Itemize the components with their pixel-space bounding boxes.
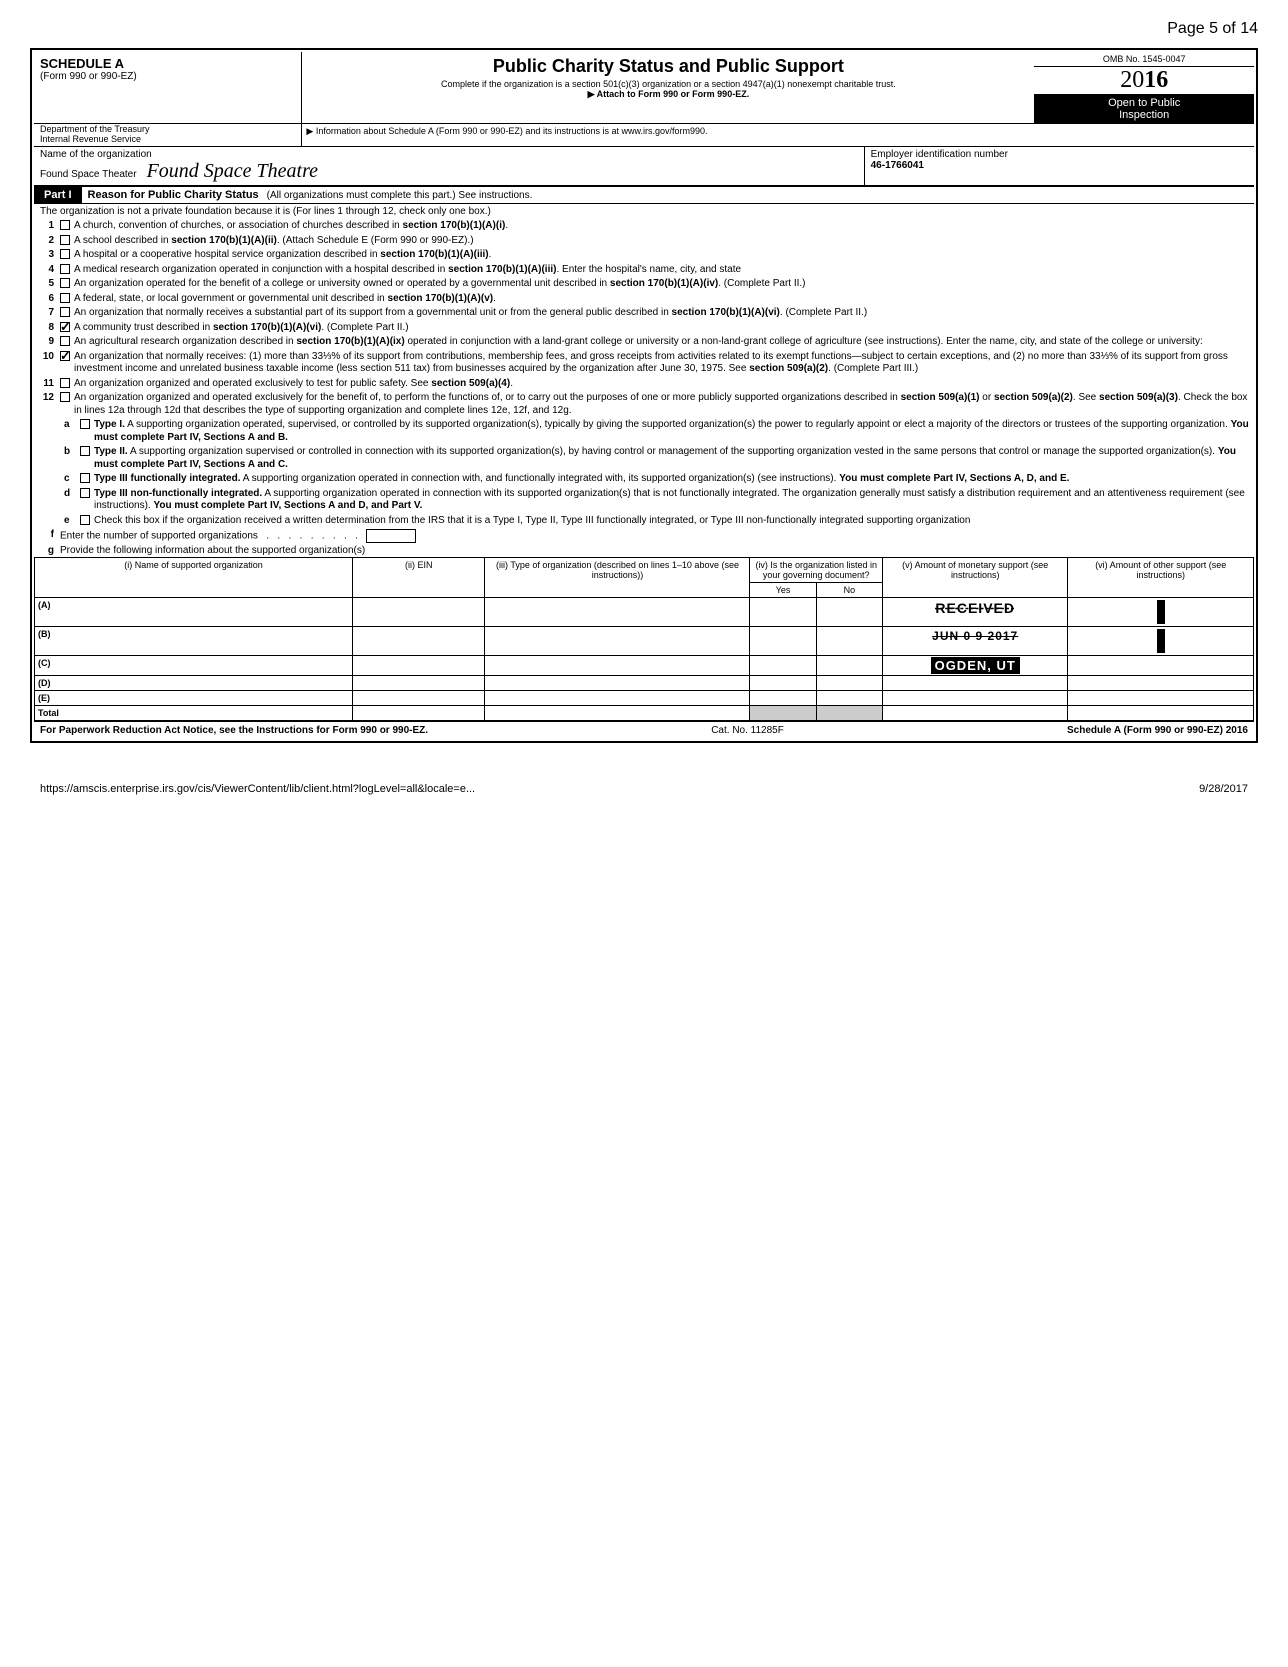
col-iv-header: (iv) Is the organization listed in your …: [750, 558, 882, 583]
supported-count-box[interactable]: [366, 529, 416, 543]
footer-date: 9/28/2017: [1199, 783, 1248, 795]
line-8: 8A community trust described in section …: [40, 321, 1248, 336]
schedule-label: SCHEDULE A: [40, 56, 295, 71]
year-prefix: 20: [1120, 67, 1144, 93]
table-row: (D): [35, 676, 1254, 691]
ein-value: 46-1766041: [871, 160, 1248, 171]
line-g-num: g: [40, 545, 60, 556]
checkbox-subline-c[interactable]: [80, 473, 90, 483]
checkbox-line-4[interactable]: [60, 264, 70, 274]
irs-label: Internal Revenue Service: [40, 134, 295, 144]
line-f-text: Enter the number of supported organizati…: [60, 529, 1248, 543]
line-12: 12An organization organized and operated…: [40, 391, 1248, 418]
line-4: 4A medical research organization operate…: [40, 263, 1248, 278]
checkbox-line-2[interactable]: [60, 235, 70, 245]
date-stamp: JUN 0 9 2017: [932, 629, 1018, 643]
table-row: (B)JUN 0 9 2017: [35, 627, 1254, 656]
table-row: (C)OGDEN, UT: [35, 656, 1254, 676]
col-ii-header: (ii) EIN: [353, 558, 485, 598]
line-9: 9An agricultural research organization d…: [40, 335, 1248, 350]
table-row: (A)RECEIVED: [35, 598, 1254, 627]
inspection-label: Inspection: [1036, 109, 1252, 121]
line-7: 7An organization that normally receives …: [40, 306, 1248, 321]
omb-number: OMB No. 1545-0047: [1034, 52, 1254, 67]
schedule-ref: Schedule A (Form 990 or 990-EZ) 2016: [1067, 725, 1248, 736]
form-title: Public Charity Status and Public Support: [306, 56, 1030, 77]
subline-b: bType II. A supporting organization supe…: [64, 445, 1254, 472]
col-v-header: (v) Amount of monetary support (see inst…: [882, 558, 1068, 598]
line-6: 6A federal, state, or local government o…: [40, 292, 1248, 307]
open-to-public: Open to Public Inspection: [1034, 95, 1254, 123]
part1-badge: Part I: [34, 187, 82, 203]
yes-header: Yes: [750, 583, 816, 598]
checkbox-line-7[interactable]: [60, 307, 70, 317]
footer-url: https://amscis.enterprise.irs.gov/cis/Vi…: [40, 783, 475, 795]
checkbox-line-10[interactable]: [60, 351, 70, 361]
org-name: Found Space Theater: [40, 169, 137, 180]
dept-label: Department of the Treasury: [40, 124, 295, 134]
no-header: No: [816, 583, 882, 598]
checkbox-line-8[interactable]: [60, 322, 70, 332]
info-line: ▶ Information about Schedule A (Form 990…: [302, 124, 1254, 146]
line-5: 5An organization operated for the benefi…: [40, 277, 1248, 292]
checkbox-line-9[interactable]: [60, 336, 70, 346]
part1-sub: (All organizations must complete this pa…: [265, 188, 535, 203]
checkbox-subline-d[interactable]: [80, 488, 90, 498]
subline-c: cType III functionally integrated. A sup…: [64, 472, 1254, 487]
checkbox-subline-b[interactable]: [80, 446, 90, 456]
line-f-num: f: [40, 529, 60, 543]
line-1: 1A church, convention of churches, or as…: [40, 219, 1248, 234]
table-row: (E): [35, 691, 1254, 706]
checkbox-line-1[interactable]: [60, 220, 70, 230]
col-iii-header: (iii) Type of organization (described on…: [485, 558, 750, 598]
checkbox-line-5[interactable]: [60, 278, 70, 288]
paperwork-notice: For Paperwork Reduction Act Notice, see …: [40, 725, 428, 736]
subline-a: aType I. A supporting organization opera…: [64, 418, 1254, 445]
page-number: Page 5 of 14: [30, 20, 1258, 38]
line-11: 11An organization organized and operated…: [40, 377, 1248, 392]
part1-intro: The organization is not a private founda…: [34, 204, 1254, 219]
form-subtitle: Complete if the organization is a sectio…: [306, 79, 1030, 89]
line-g-text: Provide the following information about …: [60, 545, 1248, 556]
ein-label: Employer identification number: [871, 149, 1248, 160]
ogden-stamp: OGDEN, UT: [931, 657, 1020, 674]
line-10: 10An organization that normally receives…: [40, 350, 1248, 377]
org-name-label: Name of the organization: [40, 149, 858, 160]
subline-d: dType III non-functionally integrated. A…: [64, 487, 1254, 514]
tax-year: 2016: [1034, 67, 1254, 95]
handwritten-name: Found Space Theatre: [147, 160, 318, 183]
checkbox-subline-e[interactable]: [80, 515, 90, 525]
form-ref: (Form 990 or 990-EZ): [40, 71, 295, 82]
subline-e: eCheck this box if the organization rece…: [64, 514, 1254, 529]
part1-title: Reason for Public Charity Status: [82, 187, 265, 203]
checkbox-line-11[interactable]: [60, 378, 70, 388]
supported-org-table: (i) Name of supported organization (ii) …: [34, 557, 1254, 721]
col-i-header: (i) Name of supported organization: [35, 558, 353, 598]
checkbox-line-3[interactable]: [60, 249, 70, 259]
col-vi-header: (vi) Amount of other support (see instru…: [1068, 558, 1254, 598]
line-3: 3A hospital or a cooperative hospital se…: [40, 248, 1248, 263]
year-suffix: 16: [1144, 67, 1168, 93]
total-label: Total: [35, 706, 353, 721]
checkbox-line-12[interactable]: [60, 392, 70, 402]
line-2: 2A school described in section 170(b)(1)…: [40, 234, 1248, 249]
cat-number: Cat. No. 11285F: [711, 725, 784, 736]
checkbox-line-6[interactable]: [60, 293, 70, 303]
attach-line: ▶ Attach to Form 990 or Form 990-EZ.: [306, 89, 1030, 100]
open-label: Open to Public: [1036, 97, 1252, 109]
form-990-schedule-a: SCHEDULE A (Form 990 or 990-EZ) Public C…: [30, 48, 1258, 743]
received-stamp: RECEIVED: [935, 600, 1015, 616]
checkbox-subline-a[interactable]: [80, 419, 90, 429]
